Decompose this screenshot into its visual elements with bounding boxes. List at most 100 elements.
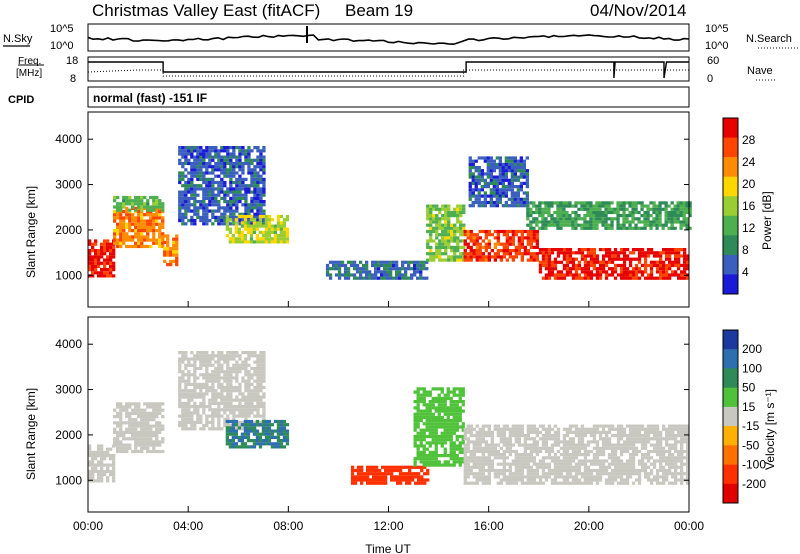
heatmap-cell bbox=[683, 254, 687, 258]
heatmap-cell bbox=[259, 395, 263, 399]
heatmap-cell bbox=[453, 229, 457, 234]
heatmap-cell bbox=[496, 239, 500, 243]
heatmap-cell bbox=[383, 263, 387, 268]
heatmap-cell bbox=[514, 465, 518, 469]
heatmap-cell bbox=[671, 273, 675, 277]
heatmap-cell bbox=[217, 193, 221, 197]
heatmap-cell bbox=[172, 253, 176, 257]
heatmap-cell bbox=[226, 146, 230, 150]
heatmap-cell bbox=[446, 419, 450, 423]
heatmap-cell bbox=[496, 443, 500, 447]
heatmap-cell bbox=[244, 366, 248, 371]
heatmap-cell bbox=[431, 403, 435, 407]
heatmap-cell bbox=[583, 456, 588, 460]
heatmap-cell bbox=[450, 239, 454, 243]
heatmap-cell bbox=[187, 417, 191, 421]
heatmap-cell bbox=[492, 181, 496, 185]
heatmap-cell bbox=[453, 252, 457, 256]
heatmap-cell bbox=[383, 260, 387, 264]
heatmap-cell bbox=[468, 162, 472, 166]
heatmap-cell bbox=[211, 187, 215, 191]
heatmap-cell bbox=[256, 212, 260, 216]
heatmap-cell bbox=[116, 222, 120, 226]
heatmap-cell bbox=[238, 152, 242, 156]
heatmap-cell bbox=[252, 439, 257, 443]
heatmap-cell bbox=[184, 190, 188, 194]
heatmap-cell bbox=[434, 400, 438, 404]
heatmap-cell bbox=[190, 171, 194, 175]
heatmap-cell bbox=[235, 158, 239, 162]
heatmap-cell bbox=[261, 442, 266, 446]
heatmap-cell bbox=[471, 181, 475, 185]
heatmap-cell bbox=[362, 270, 366, 274]
heatmap-cell bbox=[598, 475, 603, 479]
heatmap-cell bbox=[553, 273, 558, 277]
heatmap-cell bbox=[243, 237, 248, 241]
heatmap-cell bbox=[152, 434, 156, 438]
heatmap-cell bbox=[459, 214, 463, 218]
heatmap-cell bbox=[134, 424, 138, 428]
heatmap-cell bbox=[652, 204, 656, 208]
heatmap-cell bbox=[511, 255, 515, 259]
heatmap-cell bbox=[146, 235, 150, 239]
heatmap-cell bbox=[229, 351, 233, 355]
heatmap-cell bbox=[487, 465, 491, 469]
heatmap-cell bbox=[592, 453, 597, 457]
heatmap-cell bbox=[178, 395, 182, 399]
heatmap-cell bbox=[429, 252, 433, 256]
heatmap-cell bbox=[205, 379, 209, 383]
heatmap-cell bbox=[220, 351, 224, 355]
heatmap-cell bbox=[152, 402, 156, 406]
heatmap-cell bbox=[484, 481, 488, 485]
heatmap-cell bbox=[610, 462, 615, 466]
heatmap-cell bbox=[285, 442, 290, 446]
heatmap-cell bbox=[217, 203, 221, 207]
heatmap-cell bbox=[458, 450, 462, 454]
heatmap-cell bbox=[562, 475, 567, 479]
heatmap-cell bbox=[416, 434, 420, 439]
heatmap-cell bbox=[652, 207, 656, 211]
heatmap-cell bbox=[438, 226, 442, 230]
heatmap-cell bbox=[607, 257, 612, 261]
heatmap-cell bbox=[520, 245, 524, 249]
heatmap-cell bbox=[592, 434, 597, 438]
heatmap-cell bbox=[199, 203, 203, 207]
heatmap-cell bbox=[113, 232, 117, 236]
heatmap-cell bbox=[229, 395, 233, 399]
heatmap-cell bbox=[484, 443, 488, 447]
heatmap-cell bbox=[544, 273, 549, 277]
heatmap-cell bbox=[226, 395, 230, 399]
heatmap-cell bbox=[232, 212, 236, 216]
heatmap-cell bbox=[492, 194, 496, 198]
heatmap-cell bbox=[419, 438, 423, 442]
heatmap-cell bbox=[553, 440, 558, 444]
heatmap-cell bbox=[231, 234, 235, 238]
heatmap-cell bbox=[161, 216, 165, 220]
heatmap-cell bbox=[453, 226, 457, 230]
heatmap-cell bbox=[598, 248, 603, 252]
heatmap-cell bbox=[190, 382, 194, 386]
heatmap-cell bbox=[214, 389, 218, 393]
heatmap-cell bbox=[178, 392, 182, 396]
heatmap-cell bbox=[346, 260, 351, 264]
heatmap-cell bbox=[122, 202, 126, 206]
heatmap-cell bbox=[250, 401, 254, 405]
heatmap-cell bbox=[607, 430, 612, 434]
heatmap-cell bbox=[241, 427, 245, 431]
beam-title: Beam 19 bbox=[345, 1, 413, 20]
heatmap-cell bbox=[455, 406, 459, 410]
heatmap-cell bbox=[502, 427, 506, 431]
heatmap-cell bbox=[161, 241, 165, 245]
heatmap-cell bbox=[469, 258, 473, 262]
colorbar-step bbox=[723, 254, 738, 275]
heatmap-cell bbox=[125, 430, 129, 434]
heatmap-cell bbox=[526, 223, 530, 227]
heatmap-cell bbox=[420, 478, 424, 482]
heatmap-cell bbox=[481, 449, 485, 454]
heatmap-cell bbox=[435, 226, 439, 230]
heatmap-cell bbox=[452, 409, 456, 413]
heatmap-cell bbox=[516, 191, 520, 195]
heatmap-cell bbox=[131, 402, 135, 406]
heatmap-cell bbox=[562, 273, 567, 277]
heatmap-cell bbox=[526, 478, 530, 482]
